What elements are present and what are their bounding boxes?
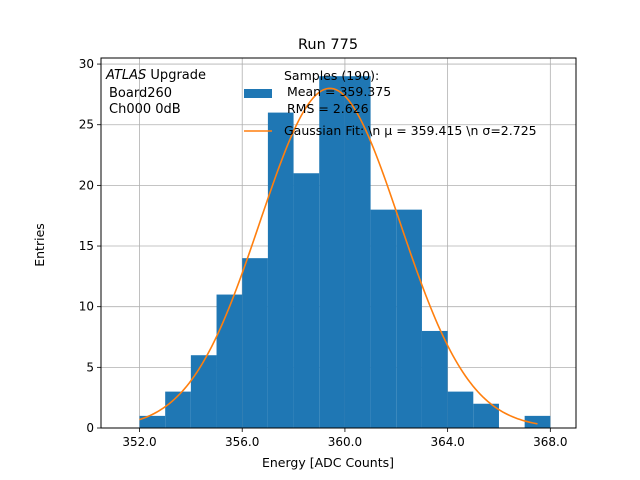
legend-samples-line-3: RMS = 2.626 xyxy=(287,101,369,116)
histogram-bar xyxy=(370,209,397,428)
histogram-bar xyxy=(190,355,217,428)
legend-fit-label: Gaussian Fit: \n μ = 359.415 \n σ=2.725 xyxy=(284,123,537,138)
histogram-bar xyxy=(165,391,191,428)
histogram-bar xyxy=(139,415,166,428)
x-tick-label: 368.0 xyxy=(533,435,567,449)
histogram-bar xyxy=(267,112,294,429)
annotation-emphasis: ATLAS xyxy=(105,68,146,83)
x-tick-label: 356.0 xyxy=(225,435,259,449)
histogram-bar xyxy=(473,403,499,428)
histogram-bar xyxy=(319,76,345,429)
gaussian-fit xyxy=(139,87,538,425)
x-axis-label: Energy [ADC Counts] xyxy=(262,455,394,470)
histogram-bar xyxy=(447,391,474,428)
plot-frame xyxy=(100,57,577,429)
histogram-bar xyxy=(216,294,243,428)
y-tick-label: 5 xyxy=(86,360,94,374)
y-tick-label: 30 xyxy=(79,57,94,71)
x-tick-label: 360.0 xyxy=(328,435,362,449)
histogram-bar xyxy=(293,173,320,428)
annotation-line-2: Board260 xyxy=(109,86,172,101)
histogram-bar xyxy=(524,415,551,428)
annotation-line1-rest: Upgrade xyxy=(150,68,206,83)
gaussian-fit-line xyxy=(139,87,538,425)
x-tick-label: 352.0 xyxy=(122,435,156,449)
x-tick-label: 364.0 xyxy=(430,435,464,449)
legend-samples-line-2: Mean = 359.375 xyxy=(287,84,391,99)
y-tick-label: 25 xyxy=(79,118,94,132)
legend-samples-line-1: Samples (190): xyxy=(284,68,379,83)
histogram-bars xyxy=(139,76,551,429)
y-axis-ticks: 0 5 10 15 20 25 30 xyxy=(79,57,101,435)
y-tick-label: 20 xyxy=(79,178,94,192)
chart-title: Run 775 xyxy=(298,37,358,53)
histogram-bar xyxy=(421,330,448,428)
x-axis-ticks: 352.0 356.0 360.0 364.0 368.0 xyxy=(122,428,568,449)
histogram-bar xyxy=(396,209,422,428)
y-tick-label: 0 xyxy=(86,421,94,435)
y-axis-label: Entries xyxy=(32,223,47,267)
y-tick-label: 15 xyxy=(79,239,94,253)
legend: Samples (190): Mean = 359.375 RMS = 2.62… xyxy=(244,68,537,138)
atlas-annotation: ATLAS Upgrade Board260 Ch000 0dB xyxy=(105,68,206,117)
y-tick-label: 10 xyxy=(79,300,94,314)
annotation-line-3: Ch000 0dB xyxy=(109,102,181,117)
annotation-line-1: ATLAS Upgrade xyxy=(105,68,206,83)
histogram-bar xyxy=(242,258,268,428)
histogram-bar xyxy=(344,76,371,429)
legend-samples-swatch xyxy=(244,89,272,98)
